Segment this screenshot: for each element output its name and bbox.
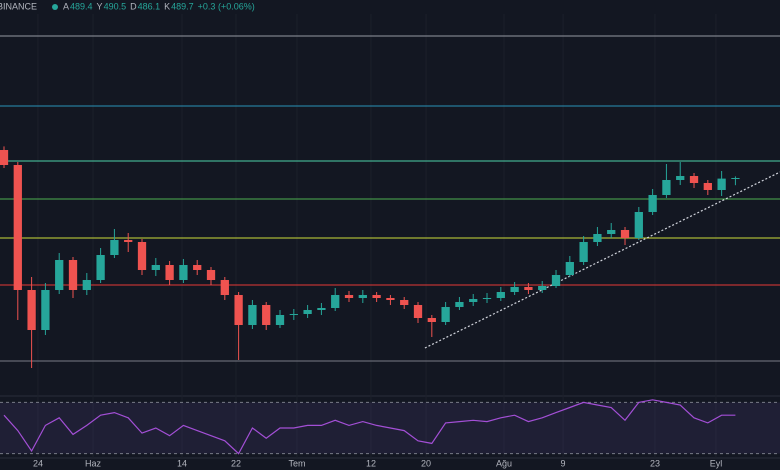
candle-body: [41, 290, 50, 330]
candle-body: [289, 314, 298, 315]
candle-body: [151, 265, 160, 270]
candle-body: [400, 300, 409, 305]
ohlc-value: 490.5: [104, 1, 127, 11]
header: BINANCE A 489.4 Y 490.5 D 486.1 K 489.7 +0.3 (+0…: [0, 1, 255, 11]
candle-body: [358, 295, 367, 298]
grid: [37, 14, 717, 458]
candle-body: [165, 265, 174, 280]
candle-body: [220, 280, 229, 295]
candle-body: [55, 260, 64, 290]
candle-body: [441, 307, 450, 322]
candle-body: [344, 295, 354, 298]
candle-body: [234, 295, 243, 325]
candle-body: [82, 280, 91, 290]
candle-body: [303, 310, 312, 314]
candle-body: [469, 299, 478, 302]
x-tick-label: Ağu: [496, 458, 512, 468]
x-tick-label: 24: [33, 458, 43, 468]
ohlc-value: 489.4: [70, 1, 93, 11]
candles: [0, 146, 740, 368]
candle-body: [524, 287, 533, 290]
candle-body: [538, 286, 547, 290]
candle-body: [13, 165, 22, 290]
ohlc-value: 486.1: [138, 1, 161, 11]
candle-body: [275, 315, 285, 325]
ohlc-label: K: [164, 1, 170, 11]
exchange: BINANCE: [0, 1, 37, 11]
x-tick-label: Tem: [288, 458, 305, 468]
candle-body: [110, 240, 119, 255]
candle-body: [648, 195, 657, 212]
candle-body: [0, 150, 9, 165]
candle-body: [372, 295, 381, 298]
candle-body: [96, 255, 105, 280]
ohlc-label: Y: [97, 1, 103, 11]
candle-body: [413, 305, 423, 318]
candle-body: [676, 176, 685, 180]
candle-body: [331, 295, 340, 308]
ohlc-label: D: [130, 1, 137, 11]
candle-body: [262, 305, 271, 325]
rsi-line: [3, 399, 736, 455]
x-tick-label: 22: [231, 458, 241, 468]
change: +0.3 (+0.06%): [198, 1, 255, 11]
ohlc-value: 489.7: [171, 1, 194, 11]
candle-body: [593, 234, 602, 242]
candle-body: [496, 292, 505, 298]
rsi-pane: [0, 399, 780, 455]
candle-body: [510, 287, 519, 292]
x-tick-label: 9: [561, 458, 566, 468]
candle-body: [68, 260, 78, 290]
candle-body: [137, 242, 147, 270]
candle-body: [317, 308, 326, 310]
candle-body: [731, 178, 740, 179]
candle-body: [427, 318, 436, 322]
candle-body: [579, 242, 588, 262]
candle-body: [634, 212, 643, 238]
x-tick-label: Haz: [85, 458, 102, 468]
candle-body: [206, 270, 216, 280]
candle-body: [482, 298, 492, 299]
candle-body: [193, 265, 202, 270]
x-tick-label: 12: [366, 458, 376, 468]
candle-body: [703, 183, 712, 190]
candle-body: [565, 262, 574, 275]
candle-body: [607, 230, 616, 234]
candle-body: [248, 305, 257, 325]
candle-body: [662, 180, 671, 195]
candle-body: [620, 230, 630, 238]
candle-body: [689, 176, 699, 183]
x-tick-label: 20: [421, 458, 431, 468]
x-axis: 24 Haz 14 22 Tem 12 20 Ağu 9 23 Eyl: [33, 458, 722, 468]
ohlc-label: A: [63, 1, 69, 11]
candle-body: [455, 302, 464, 307]
candle-body: [386, 298, 395, 300]
candle-body: [27, 290, 36, 330]
levels: [0, 35, 780, 362]
candle-body: [551, 275, 561, 286]
candle-body: [179, 265, 188, 280]
status-dot: [52, 4, 58, 10]
x-tick-label: 23: [650, 458, 660, 468]
x-tick-label: 14: [177, 458, 187, 468]
candle-body: [124, 240, 133, 242]
candle-body: [717, 178, 726, 190]
x-tick-label: Eyl: [710, 458, 723, 468]
